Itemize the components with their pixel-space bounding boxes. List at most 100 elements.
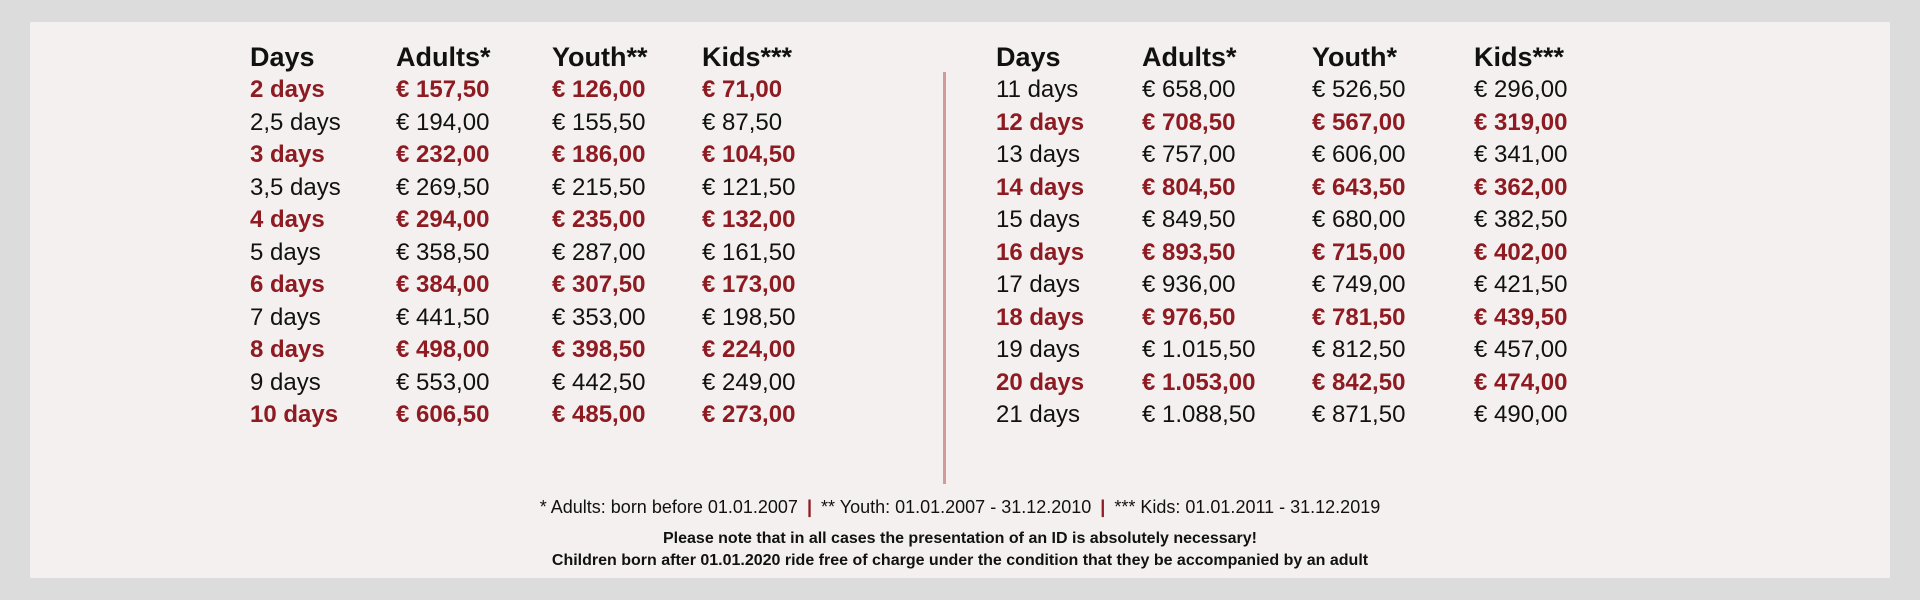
days-cell: 3 days — [250, 141, 325, 168]
adults-cell: € 1.088,50 — [1142, 401, 1256, 428]
adults-cell: € 849,50 — [1142, 206, 1236, 233]
youth-cell: € 287,00 — [552, 238, 646, 266]
column-header-youth: Youth** — [552, 42, 648, 72]
youth-cell: € 643,50 — [1312, 173, 1406, 201]
kids-cell: € 161,50 — [702, 238, 796, 266]
adults-cell: € 157,50 — [396, 76, 490, 103]
adults-cell: € 936,00 — [1142, 271, 1236, 298]
kids-cell: € 121,50 — [702, 173, 796, 201]
adults-cell: € 384,00 — [396, 271, 490, 298]
days-cell: 12 days — [996, 108, 1085, 136]
kids-cell: € 341,00 — [1474, 141, 1568, 168]
kids-cell: € 439,50 — [1474, 303, 1568, 331]
id-note: Please note that in all cases the presen… — [663, 530, 1257, 547]
youth-cell: € 353,00 — [552, 303, 646, 331]
price-card: Days Adults* Youth** Kids*** 2 days € 157,50 €… — [30, 22, 1890, 578]
kids-cell: € 104,50 — [702, 141, 796, 168]
adults-cell: € 553,00 — [396, 368, 490, 396]
kids-cell: € 71,00 — [702, 76, 783, 103]
kids-cell: € 457,00 — [1474, 336, 1568, 363]
youth-cell: € 812,50 — [1312, 336, 1406, 363]
adults-cell: € 194,00 — [396, 108, 490, 136]
kids-cell: € 421,50 — [1474, 271, 1568, 298]
legend-kids: *** Kids: 01.01.2011 - 31.12.2019 — [1114, 497, 1381, 517]
youth-cell: € 871,50 — [1312, 401, 1406, 428]
age-legend: * Adults: born before 01.01.2007 | ** Yo… — [30, 497, 1890, 518]
days-cell: 10 days — [250, 401, 339, 428]
days-cell: 14 days — [996, 173, 1085, 201]
column-header-days: Days — [250, 42, 315, 72]
days-cell: 4 days — [250, 206, 325, 233]
kids-cell: € 382,50 — [1474, 206, 1568, 233]
adults-cell: € 441,50 — [396, 303, 490, 331]
kids-cell: € 296,00 — [1474, 76, 1568, 103]
adults-cell: € 893,50 — [1142, 238, 1236, 266]
adults-cell: € 232,00 — [396, 141, 490, 168]
youth-cell: € 842,50 — [1312, 368, 1406, 396]
adults-cell: € 804,50 — [1142, 173, 1236, 201]
kids-cell: € 273,00 — [702, 401, 796, 428]
days-cell: 15 days — [996, 206, 1081, 233]
days-cell: 3,5 days — [250, 173, 341, 201]
kids-cell: € 132,00 — [702, 206, 796, 233]
youth-cell: € 126,00 — [552, 76, 646, 103]
kids-cell: € 249,00 — [702, 368, 796, 396]
youth-cell: € 398,50 — [552, 336, 646, 363]
days-cell: 19 days — [996, 336, 1081, 363]
adults-cell: € 976,50 — [1142, 303, 1236, 331]
youth-cell: € 606,00 — [1312, 141, 1406, 168]
legend-youth: ** Youth: 01.01.2007 - 31.12.2010 — [821, 497, 1092, 517]
kids-cell: € 362,00 — [1474, 173, 1568, 201]
days-cell: 6 days — [250, 271, 325, 298]
column-header-kids: Kids*** — [702, 42, 793, 72]
adults-cell: € 658,00 — [1142, 76, 1236, 103]
column-header-days: Days — [996, 42, 1061, 72]
youth-cell: € 186,00 — [552, 141, 646, 168]
adults-cell: € 1.053,00 — [1142, 368, 1256, 396]
youth-cell: € 485,00 — [552, 401, 646, 428]
adults-cell: € 708,50 — [1142, 108, 1236, 136]
days-cell: 9 days — [250, 368, 321, 396]
youth-cell: € 215,50 — [552, 173, 646, 201]
days-cell: 2 days — [250, 76, 325, 103]
kids-cell: € 224,00 — [702, 336, 796, 363]
youth-cell: € 749,00 — [1312, 271, 1406, 298]
youth-cell: € 567,00 — [1312, 108, 1406, 136]
column-header-adults: Adults* — [396, 42, 491, 72]
youth-cell: € 680,00 — [1312, 206, 1406, 233]
youth-cell: € 235,00 — [552, 206, 646, 233]
days-cell: 20 days — [996, 368, 1085, 396]
kids-cell: € 173,00 — [702, 271, 796, 298]
legend-adults: * Adults: born before 01.01.2007 — [539, 497, 798, 517]
kids-cell: € 198,50 — [702, 303, 796, 331]
column-header-adults: Adults* — [1142, 42, 1237, 72]
legend-separator: | — [806, 497, 813, 517]
adults-cell: € 606,50 — [396, 401, 490, 428]
days-cell: 8 days — [250, 336, 325, 363]
youth-cell: € 526,50 — [1312, 76, 1406, 103]
kids-cell: € 402,00 — [1474, 238, 1568, 266]
days-cell: 5 days — [250, 238, 321, 266]
youth-cell: € 155,50 — [552, 108, 646, 136]
adults-cell: € 269,50 — [396, 173, 490, 201]
days-cell: 7 days — [250, 303, 321, 331]
days-cell: 13 days — [996, 141, 1081, 168]
adults-cell: € 498,00 — [396, 336, 490, 363]
legend-separator: | — [1100, 497, 1106, 517]
adults-cell: € 358,50 — [396, 238, 490, 266]
column-header-kids: Kids*** — [1474, 42, 1565, 72]
days-cell: 21 days — [996, 401, 1081, 428]
youth-cell: € 781,50 — [1312, 303, 1406, 331]
adults-cell: € 294,00 — [396, 206, 490, 233]
youth-cell: € 715,00 — [1312, 238, 1406, 266]
table-divider — [943, 72, 946, 484]
days-cell: 2,5 days — [250, 108, 341, 136]
days-cell: 16 days — [996, 238, 1085, 266]
kids-cell: € 87,50 — [702, 108, 783, 136]
kids-cell: € 319,00 — [1474, 108, 1568, 136]
youth-cell: € 307,50 — [552, 271, 646, 298]
column-header-youth: Youth* — [1312, 42, 1397, 72]
adults-cell: € 757,00 — [1142, 141, 1236, 168]
kids-cell: € 490,00 — [1474, 401, 1568, 428]
days-cell: 11 days — [996, 76, 1079, 103]
